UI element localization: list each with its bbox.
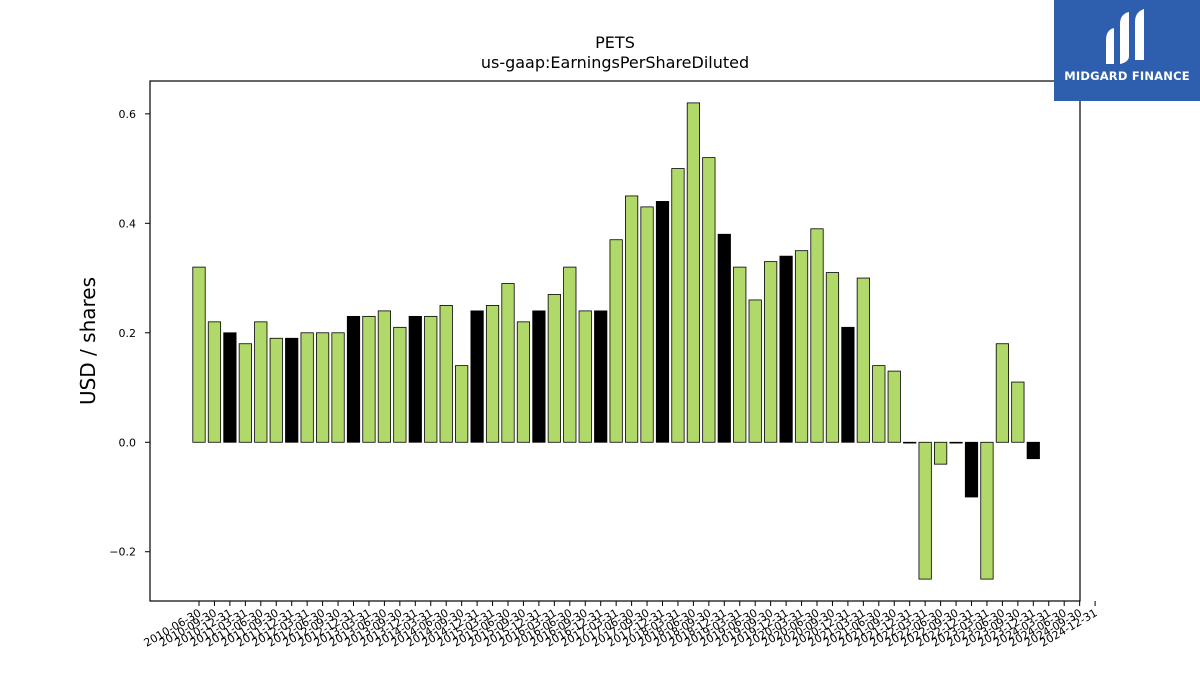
brand-name: MIDGARD FINANCE bbox=[1064, 69, 1190, 83]
bar bbox=[995, 343, 1010, 443]
bars-layer bbox=[192, 102, 1040, 580]
bar bbox=[949, 441, 963, 444]
bar bbox=[362, 315, 376, 443]
bar bbox=[594, 310, 608, 443]
bar bbox=[918, 441, 932, 580]
bar bbox=[1011, 381, 1025, 443]
bar bbox=[872, 365, 886, 443]
bar bbox=[702, 157, 716, 443]
bar bbox=[640, 206, 654, 443]
x-axis-ticks: 2010-06-302010-09-302010-12-312011-03-31… bbox=[142, 601, 1100, 650]
bar bbox=[408, 315, 422, 443]
bar bbox=[764, 261, 778, 443]
y-tick-label: −0.2 bbox=[109, 546, 136, 559]
bar bbox=[903, 441, 917, 444]
y-tick-label: 0.2 bbox=[119, 327, 137, 340]
bar bbox=[671, 168, 685, 443]
bar bbox=[934, 441, 948, 465]
bar bbox=[748, 299, 762, 443]
bar bbox=[563, 266, 577, 443]
y-tick-label: 0.6 bbox=[119, 108, 137, 121]
bar bbox=[733, 266, 747, 443]
bar bbox=[192, 266, 206, 443]
y-tick-label: 0.0 bbox=[119, 436, 137, 449]
bar bbox=[578, 310, 592, 443]
bar bbox=[532, 310, 546, 443]
bar bbox=[470, 310, 484, 443]
plot-frame bbox=[149, 80, 1081, 602]
bar bbox=[285, 337, 299, 443]
bar bbox=[1026, 441, 1040, 460]
bar bbox=[207, 321, 222, 443]
bar bbox=[841, 326, 855, 443]
bar bbox=[686, 102, 701, 443]
bar bbox=[717, 233, 731, 443]
bar bbox=[779, 255, 793, 443]
bar bbox=[794, 250, 809, 443]
bar bbox=[964, 441, 979, 498]
bar bbox=[346, 315, 361, 443]
y-axis-label: USD / shares bbox=[76, 277, 100, 405]
bar bbox=[501, 283, 515, 443]
bar bbox=[455, 365, 469, 443]
bar bbox=[254, 321, 268, 443]
y-axis-ticks: −0.2 0.0 0.2 0.4 0.6 bbox=[109, 108, 150, 559]
bar bbox=[315, 332, 330, 443]
bar bbox=[393, 326, 407, 443]
bar bbox=[887, 370, 901, 443]
chart-subtitle: us-gaap:EarningsPerShareDiluted bbox=[481, 53, 749, 72]
chart-title: PETS bbox=[595, 33, 635, 52]
bar bbox=[485, 305, 500, 443]
y-tick-label: 0.4 bbox=[119, 217, 137, 230]
bar bbox=[609, 239, 623, 443]
bar bbox=[980, 441, 994, 580]
bar bbox=[516, 321, 531, 443]
bar bbox=[377, 310, 392, 443]
bar bbox=[655, 201, 670, 443]
bar bbox=[269, 337, 283, 443]
bar bbox=[856, 277, 870, 443]
bar bbox=[331, 332, 345, 443]
brand-logo: MIDGARD FINANCE bbox=[1054, 0, 1200, 101]
bar bbox=[424, 315, 438, 443]
bar bbox=[625, 195, 639, 443]
brand-mark-icon bbox=[1106, 9, 1144, 64]
bar bbox=[439, 305, 453, 443]
bar bbox=[223, 332, 237, 443]
bar bbox=[547, 294, 561, 443]
bar bbox=[238, 343, 252, 443]
bar bbox=[810, 228, 824, 443]
bar bbox=[825, 272, 840, 443]
bar bbox=[300, 332, 314, 443]
